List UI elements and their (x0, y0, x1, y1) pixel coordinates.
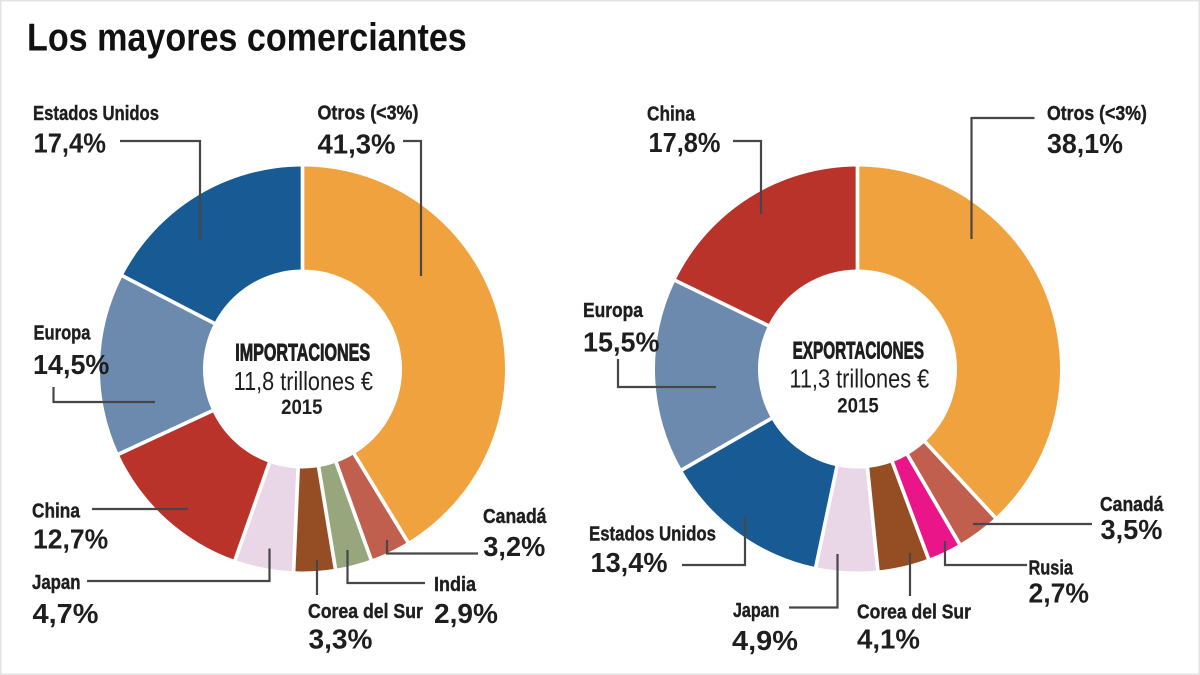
svg-text:India: India (434, 574, 476, 596)
svg-text:China: China (32, 499, 81, 521)
svg-text:Japan: Japan (733, 599, 779, 621)
svg-text:4,7%: 4,7% (33, 598, 99, 629)
svg-text:2015: 2015 (281, 396, 322, 419)
svg-text:Estados Unidos: Estados Unidos (589, 522, 716, 545)
svg-text:41,3%: 41,3% (318, 129, 396, 160)
svg-text:4,9%: 4,9% (732, 625, 798, 656)
svg-text:2015: 2015 (837, 394, 878, 417)
svg-text:14,5%: 14,5% (33, 349, 109, 380)
svg-text:Europa: Europa (34, 321, 92, 344)
svg-text:Canadá: Canadá (1100, 493, 1164, 515)
svg-text:11,3 trillones €: 11,3 trillones € (789, 365, 929, 394)
svg-text:Europa: Europa (583, 299, 644, 321)
svg-text:17,8%: 17,8% (649, 127, 721, 158)
svg-text:Corea del Sur: Corea del Sur (857, 600, 972, 622)
svg-text:Estados Unidos: Estados Unidos (33, 102, 159, 125)
svg-text:13,4%: 13,4% (591, 547, 668, 578)
svg-text:12,7%: 12,7% (33, 524, 108, 555)
svg-text:4,1%: 4,1% (857, 624, 920, 655)
svg-text:2,7%: 2,7% (1029, 578, 1089, 609)
svg-text:2,9%: 2,9% (434, 598, 498, 629)
svg-text:IMPORTACIONES: IMPORTACIONES (235, 339, 370, 366)
svg-text:3,2%: 3,2% (483, 531, 545, 562)
svg-text:Canadá: Canadá (483, 505, 547, 527)
svg-text:38,1%: 38,1% (1047, 128, 1123, 159)
svg-text:Otros (<3%): Otros (<3%) (318, 103, 419, 125)
svg-text:17,4%: 17,4% (34, 128, 106, 159)
svg-text:3,3%: 3,3% (309, 624, 373, 655)
svg-text:15,5%: 15,5% (583, 326, 659, 357)
svg-text:11,8 trillones €: 11,8 trillones € (234, 367, 373, 396)
svg-text:Otros (<3%): Otros (<3%) (1047, 103, 1147, 125)
svg-text:Japan: Japan (32, 571, 80, 594)
svg-text:EXPORTACIONES: EXPORTACIONES (793, 338, 924, 364)
svg-text:Rusia: Rusia (1029, 556, 1074, 579)
svg-text:Los mayores comerciantes: Los mayores comerciantes (27, 16, 467, 59)
svg-text:Corea del Sur: Corea del Sur (308, 600, 423, 622)
svg-text:China: China (647, 102, 696, 124)
svg-text:3,5%: 3,5% (1101, 514, 1163, 545)
